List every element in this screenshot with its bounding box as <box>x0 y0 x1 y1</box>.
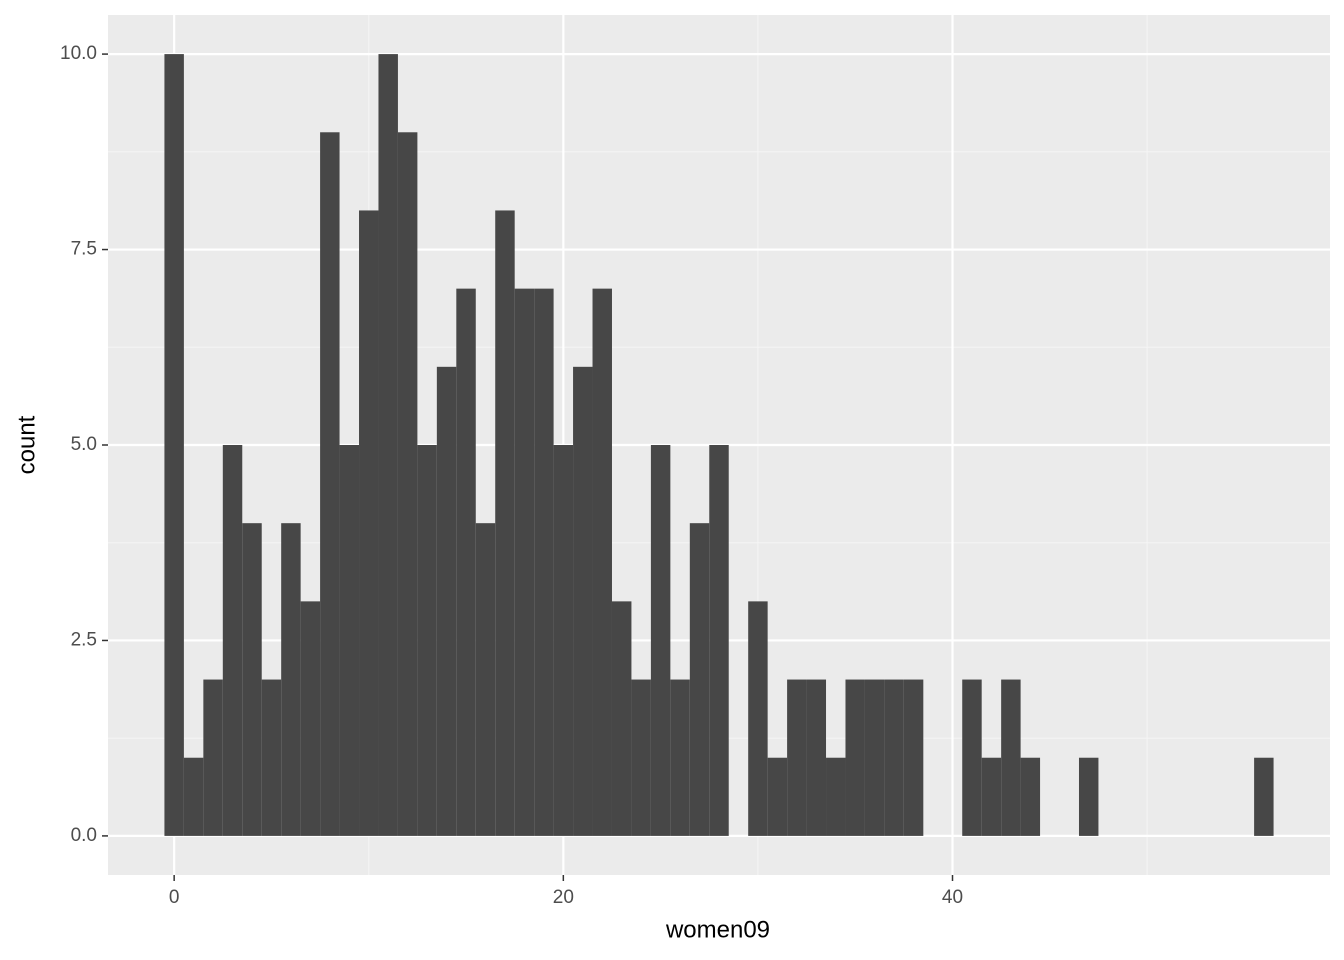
x-tick-label: 20 <box>553 887 574 908</box>
bar <box>281 523 301 836</box>
bar <box>709 445 729 836</box>
bar <box>261 679 282 836</box>
bar <box>611 601 632 836</box>
bar <box>1001 679 1021 836</box>
bar <box>981 757 1002 836</box>
bar <box>1020 757 1041 836</box>
bar <box>378 54 398 836</box>
bar <box>650 445 671 836</box>
bar <box>864 679 885 836</box>
x-tick-label: 0 <box>169 887 180 908</box>
bar <box>826 757 846 836</box>
bar <box>300 601 321 836</box>
bar <box>767 757 788 836</box>
bar <box>748 601 768 836</box>
bar <box>514 288 535 836</box>
bar <box>495 210 515 836</box>
bar <box>397 132 418 836</box>
x-axis-label: women09 <box>665 916 770 943</box>
bar <box>164 54 184 836</box>
y-axis-label: count <box>13 415 40 474</box>
bar <box>806 679 827 836</box>
bar <box>903 679 924 836</box>
bar <box>339 445 360 836</box>
bar <box>534 288 554 836</box>
bar <box>670 679 690 836</box>
bar <box>1078 757 1099 836</box>
bar <box>884 679 904 836</box>
bar <box>436 366 457 836</box>
bar <box>631 679 651 836</box>
bar <box>787 679 807 836</box>
bar <box>183 757 204 836</box>
y-tick-label: 0.0 <box>71 825 97 846</box>
y-tick-label: 5.0 <box>71 434 97 455</box>
bar <box>320 132 340 836</box>
y-tick-label: 2.5 <box>71 629 97 650</box>
bar <box>689 523 710 836</box>
bar <box>845 679 865 836</box>
bar <box>242 523 262 836</box>
y-tick-label: 10.0 <box>60 43 97 64</box>
bar <box>222 445 243 836</box>
bar <box>553 445 574 836</box>
bar <box>417 445 437 836</box>
bar <box>573 366 593 836</box>
bar <box>592 288 612 836</box>
bar <box>1254 757 1274 836</box>
y-tick-label: 7.5 <box>71 239 97 260</box>
bar <box>962 679 982 836</box>
bar <box>456 288 476 836</box>
bar <box>203 679 223 836</box>
bar <box>359 210 379 836</box>
x-tick-label: 40 <box>942 887 963 908</box>
bar <box>475 523 496 836</box>
